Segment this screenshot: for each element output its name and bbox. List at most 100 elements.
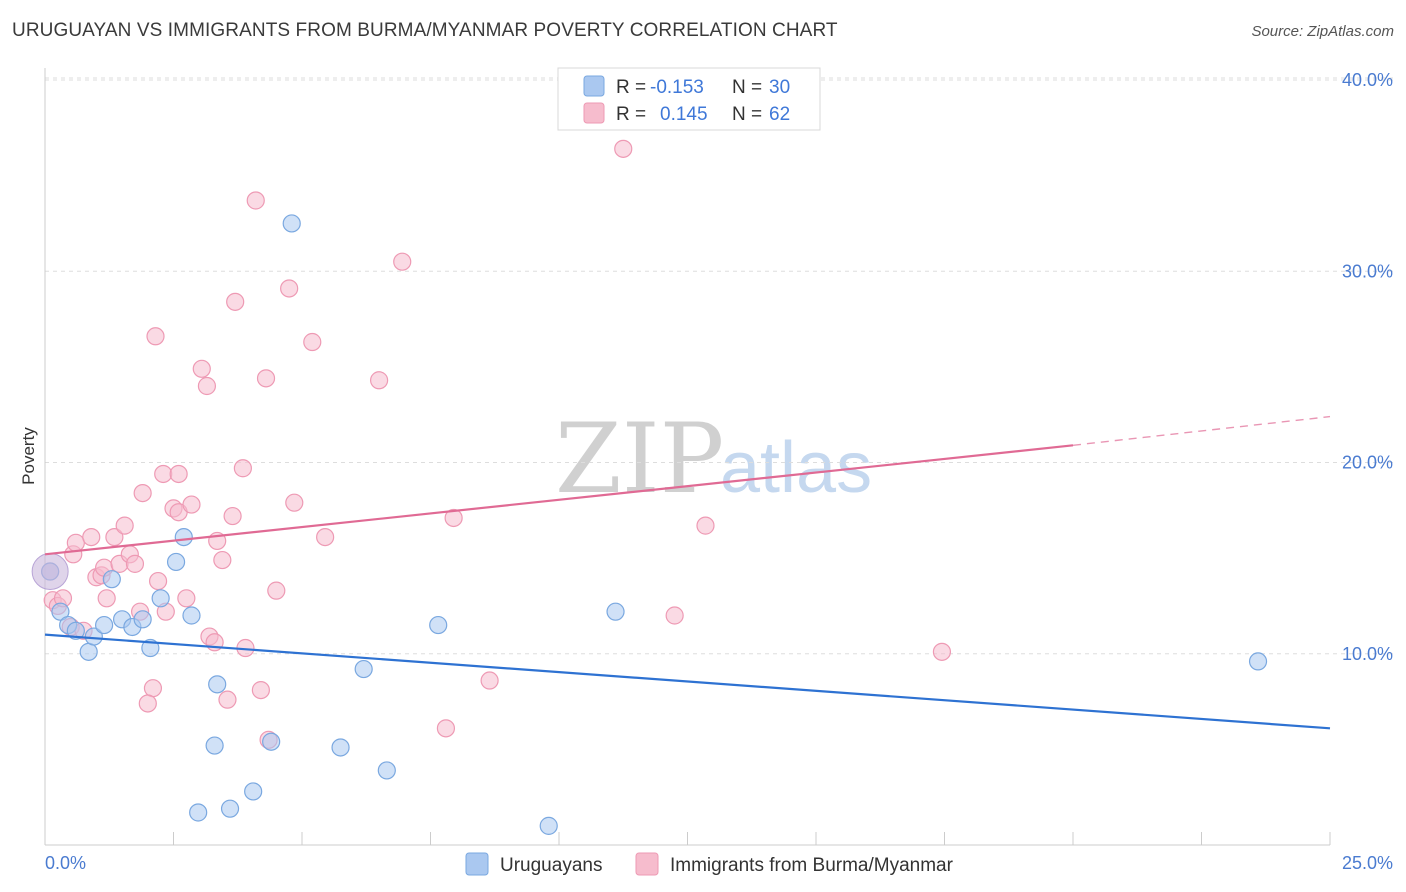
bottom-legend-swatch-blue [465,852,489,876]
point-uruguayan [377,761,396,780]
point-uruguayan [95,615,114,635]
legend-r-value-2: 0.145 [660,104,708,125]
point-immigrants [197,376,217,396]
point-immigrants [480,671,499,690]
point-uruguayan [331,738,350,757]
point-uruguayan [102,570,121,589]
point-immigrants [251,680,270,700]
series-uruguayans-points [31,214,1268,835]
point-uruguayan [182,606,201,625]
gridlines [45,77,1393,655]
point-immigrants [370,371,389,390]
chart-title: URUGUAYAN VS IMMIGRANTS FROM BURMA/MYANM… [12,20,838,41]
point-immigrants [138,694,157,713]
y-axis-label: Poverty [19,427,38,485]
point-uruguayan [79,642,98,661]
point-uruguayan [189,803,208,822]
legend-n-label-2: N = [732,104,762,125]
bottom-legend-label-immigrants: Immigrants from Burma/Myanmar [670,855,954,876]
source-label: Source: ZipAtlas.com [1251,23,1394,40]
point-immigrants [182,495,201,514]
point-immigrants [105,527,124,547]
bottom-legend-swatch-pink [635,852,659,876]
point-immigrants [665,606,684,625]
point-immigrants [696,516,715,535]
point-uruguayan [51,602,70,621]
point-immigrants [133,484,152,503]
point-uruguayan [262,732,281,751]
trend-line-immigrants-extension [1072,415,1331,446]
point-immigrants [303,332,322,352]
point-immigrants [280,279,299,298]
y-tick-label: 10.0% [1342,644,1393,664]
legend-r-value-1: -0.153 [650,77,704,98]
point-immigrants [444,508,463,528]
point-uruguayan [166,552,186,572]
point-immigrants [233,459,252,478]
point-immigrants [177,589,196,608]
point-uruguayan [205,736,224,755]
point-uruguayan [208,675,227,694]
point-uruguayan [151,589,170,608]
trend-line-uruguayans [44,633,1331,730]
x-tick-label-min: 0.0% [45,853,86,873]
point-uruguayan [141,638,160,658]
point-uruguayan [606,602,625,621]
point-immigrants [226,292,245,311]
point-uruguayan [539,816,558,835]
x-ticks [173,832,1331,845]
point-uruguayan [244,782,263,801]
y-tick-label: 40.0% [1342,70,1393,90]
point-immigrants [143,679,163,698]
series-legend: Uruguayans Immigrants from Burma/Myanmar [465,852,954,876]
point-uruguayan [354,659,373,679]
point-immigrants [223,506,242,526]
point-immigrants [66,533,85,552]
point-uruguayan [1248,652,1268,671]
point-immigrants [213,550,232,570]
legend-r-label-1: R = [616,77,646,98]
point-immigrants [932,642,952,661]
point-uruguayan [174,527,193,547]
point-immigrants [614,139,633,158]
trend-line-immigrants [44,444,1074,556]
bottom-legend-label-uruguayans: Uruguayans [500,855,602,876]
point-immigrants [285,493,304,512]
point-immigrants [125,554,145,573]
point-immigrants [192,359,211,378]
y-tick-labels: 10.0% 20.0% 30.0% 40.0% [1342,70,1393,664]
point-immigrants [148,571,168,591]
point-uruguayan [133,610,152,629]
point-immigrants [169,464,188,484]
legend-swatch-blue [583,75,605,97]
legend-n-value-1: 30 [769,77,790,98]
y-tick-label: 20.0% [1342,453,1393,473]
point-uruguayan [429,615,448,635]
point-immigrants [146,327,165,346]
point-immigrants [246,191,265,210]
point-immigrants [393,252,412,271]
point-immigrants [154,464,173,484]
point-immigrants [316,527,335,547]
watermark-atlas: atlas [720,428,872,508]
point-uruguayan [220,799,240,818]
legend-n-value-2: 62 [769,104,790,125]
point-immigrants [97,589,116,608]
trend-lines [44,415,1331,730]
point-uruguayan [66,621,85,640]
point-immigrants [115,516,134,535]
point-immigrants [82,527,101,547]
stats-legend: R = -0.153 N = 30 R = 0.145 N = 62 [557,67,821,131]
point-immigrants [436,719,456,738]
point-cluster-large [31,553,69,591]
point-uruguayan [282,214,301,233]
y-tick-label: 30.0% [1342,261,1393,281]
point-immigrants [256,369,276,388]
legend-r-label-2: R = [616,104,646,125]
x-tick-label-max: 25.0% [1342,853,1393,873]
legend-n-label-1: N = [732,77,762,98]
point-immigrants [267,581,286,600]
legend-swatch-pink [583,102,605,124]
point-immigrants [218,690,237,709]
